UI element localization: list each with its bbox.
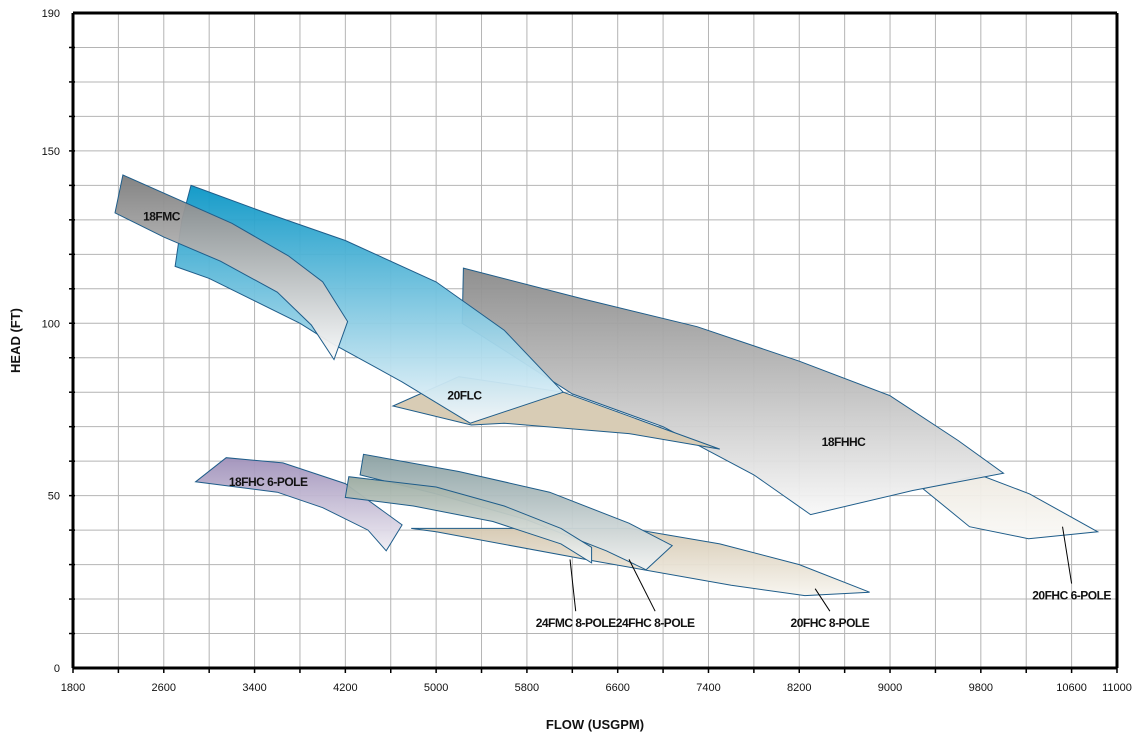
series-label-24fmc-8-pole: 24FMC 8-POLE [536, 616, 617, 630]
x-tick-label: 3400 [242, 682, 266, 694]
x-tick-label: 9000 [878, 682, 902, 694]
x-tick-label: 5800 [515, 682, 539, 694]
region-18fhhc [461, 267, 1005, 516]
series-label-20fhc-8-pole: 20FHC 8-POLE [791, 616, 870, 630]
x-tick-label: 8200 [787, 682, 811, 694]
series-label-18fmc: 18FMC [143, 209, 181, 223]
region-18fmc [114, 174, 349, 361]
x-tick-label: 4200 [333, 682, 357, 694]
x-tick-label: 7400 [696, 682, 720, 694]
region-20flc [174, 184, 565, 424]
region-18fhc-6-pole [194, 457, 403, 552]
x-tick-label: 2600 [152, 682, 176, 694]
x-tick-label: 6600 [605, 682, 629, 694]
ticks: 1800 2600 3400 4200 5000 5800 6600 7400 8200 9000… [42, 8, 1132, 694]
x-tick-label: 5000 [424, 682, 448, 694]
y-tick-label: 150 [42, 146, 60, 158]
y-tick-label: 0 [54, 663, 60, 675]
x-axis-title: FLOW (USGPM) [546, 717, 644, 732]
y-tick-label: 190 [42, 8, 60, 20]
axes [71, 11, 1119, 670]
region-labels: 20FHC 6-POLE 20FHC 8-POLE 18FHC 6-POLE 24FH… [143, 209, 1112, 630]
series-label-18fhhc: 18FHHC [822, 435, 867, 449]
y-tick-label: 100 [42, 318, 60, 330]
y-tick-label: 50 [48, 491, 60, 503]
region-24fmc-8-pole [344, 476, 593, 564]
pump-regions [114, 174, 1100, 597]
leader-line-24fhc-8-pole [628, 559, 656, 612]
leader-line-20fhc-8-pole [814, 588, 831, 612]
series-label-20flc: 20FLC [447, 389, 482, 403]
series-label-20fhc-6-pole: 20FHC 6-POLE [1032, 589, 1111, 603]
x-tick-label: 11000 [1102, 682, 1132, 694]
leader-line-20fhc-6-pole [1062, 526, 1073, 584]
y-axis-title: HEAD (FT) [8, 308, 23, 373]
x-tick-label: 10600 [1056, 682, 1087, 694]
series-label-24fhc-8-pole: 24FHC 8-POLE [616, 616, 695, 630]
leader-line-24fmc-8-pole [569, 559, 577, 612]
x-tick-label: 1800 [61, 682, 85, 694]
x-tick-label: 9800 [969, 682, 993, 694]
series-label-18fhc-6-pole: 18FHC 6-POLE [229, 475, 308, 489]
